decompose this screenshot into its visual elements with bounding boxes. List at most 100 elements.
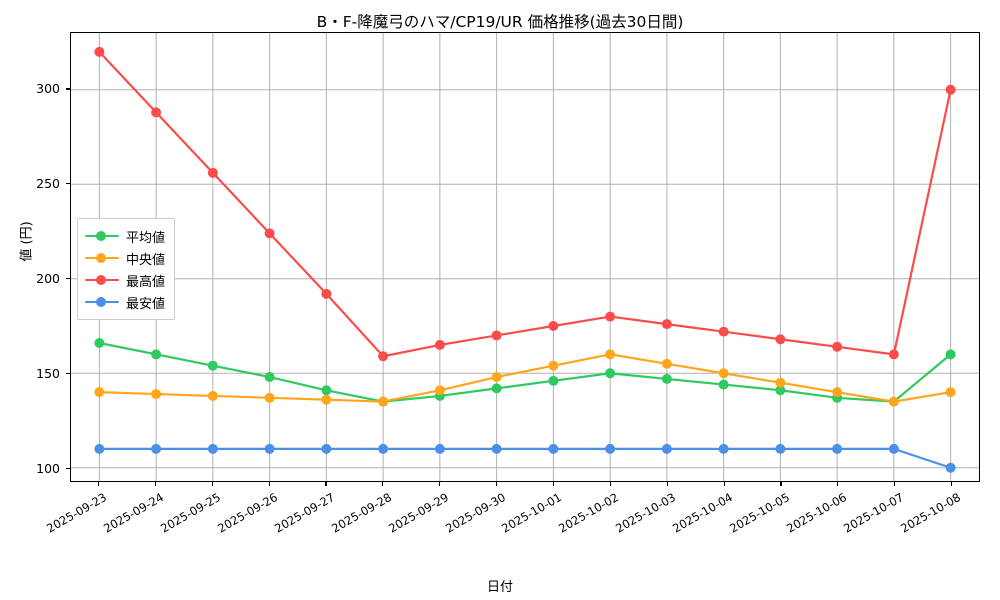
data-point [605,311,616,322]
data-point [264,372,275,383]
data-point [775,443,786,454]
x-tick-mark [894,482,896,486]
data-point [832,341,843,352]
data-point [548,321,559,331]
data-point [491,443,502,454]
data-point [775,385,786,396]
x-tick-mark [951,482,953,486]
data-point [605,443,616,454]
legend-marker-icon [85,252,119,264]
data-point [264,392,275,403]
data-point [321,288,332,299]
legend-label: 平均値 [126,230,166,246]
data-point [491,330,502,341]
data-point [434,443,445,454]
series-line [98,353,952,403]
data-point [207,167,218,178]
y-tick-mark [66,183,70,185]
data-point [151,349,162,360]
x-tick-mark [211,482,213,486]
series-line [98,50,952,358]
data-point [151,107,162,118]
x-tick-mark [268,482,270,486]
data-point [207,443,218,454]
data-point [945,462,956,473]
data-point [718,326,729,337]
data-point [378,443,389,454]
plot-area [70,32,980,482]
legend-marker-icon [85,230,119,242]
x-tick-mark [552,482,555,486]
x-tick-mark [666,482,668,486]
data-point [94,387,105,398]
y-tick-mark [66,468,70,470]
data-point [661,373,672,384]
data-point [888,349,899,360]
data-point [945,84,956,95]
legend-item[interactable]: 平均値 [85,225,165,247]
data-point [264,443,275,454]
data-point [207,390,218,401]
data-point [832,443,843,454]
y-tick-label: 150 [36,365,60,381]
data-point [264,228,275,239]
legend-item[interactable]: 最高値 [85,269,165,291]
data-point [207,360,218,371]
x-tick-mark [382,482,384,486]
data-point [945,349,956,360]
x-tick-mark [723,482,725,486]
x-tick-mark [325,482,327,486]
data-point [94,46,105,57]
y-tick-label: 100 [36,460,60,476]
legend-marker-icon [85,274,119,286]
data-point [151,443,162,454]
x-tick-mark [837,482,839,486]
legend-item[interactable]: 最安値 [85,291,165,313]
x-tick-mark [439,482,441,486]
data-point [378,396,389,407]
x-tick-mark [496,482,498,486]
grid-lines [71,33,979,481]
x-tick-label: 2025-10-06 [783,490,849,536]
data-point [661,443,672,454]
data-point [605,368,616,379]
data-point [718,368,729,379]
data-point [775,334,786,345]
series-lines [94,46,956,473]
chart-title: B・F-降魔弓のハマ/CP19/UR 価格推移(過去30日間) [316,13,684,31]
data-point [548,375,559,386]
y-tick-mark [66,278,70,280]
legend-label: 中央値 [126,252,166,268]
y-tick-label: 300 [36,80,60,96]
data-point [321,385,332,396]
data-point [548,443,559,454]
data-point [888,443,899,454]
series-line [98,341,952,403]
x-tick-mark [609,482,611,486]
data-point [718,379,729,390]
y-tick-mark [66,373,70,375]
data-point [94,443,105,454]
data-point [548,360,559,371]
legend-marker-icon [85,296,119,308]
data-point [775,377,786,388]
data-point [94,338,105,348]
x-axis-label: 日付 [486,580,513,595]
data-point [434,385,445,396]
data-point [661,319,672,330]
data-point [832,387,843,398]
data-point [945,387,956,398]
x-tick-mark [97,482,100,486]
data-point [434,339,445,350]
data-point [321,394,332,405]
data-point [718,443,729,454]
legend-item[interactable]: 中央値 [85,247,165,269]
legend-label: 最高値 [126,274,166,290]
data-point [605,349,616,360]
data-point [321,443,332,454]
data-point [491,372,502,383]
chart-legend: 平均値中央値最高値 最安値 [77,218,176,320]
y-tick-mark [66,88,70,90]
data-point [378,351,389,362]
x-tick-mark [780,482,782,486]
